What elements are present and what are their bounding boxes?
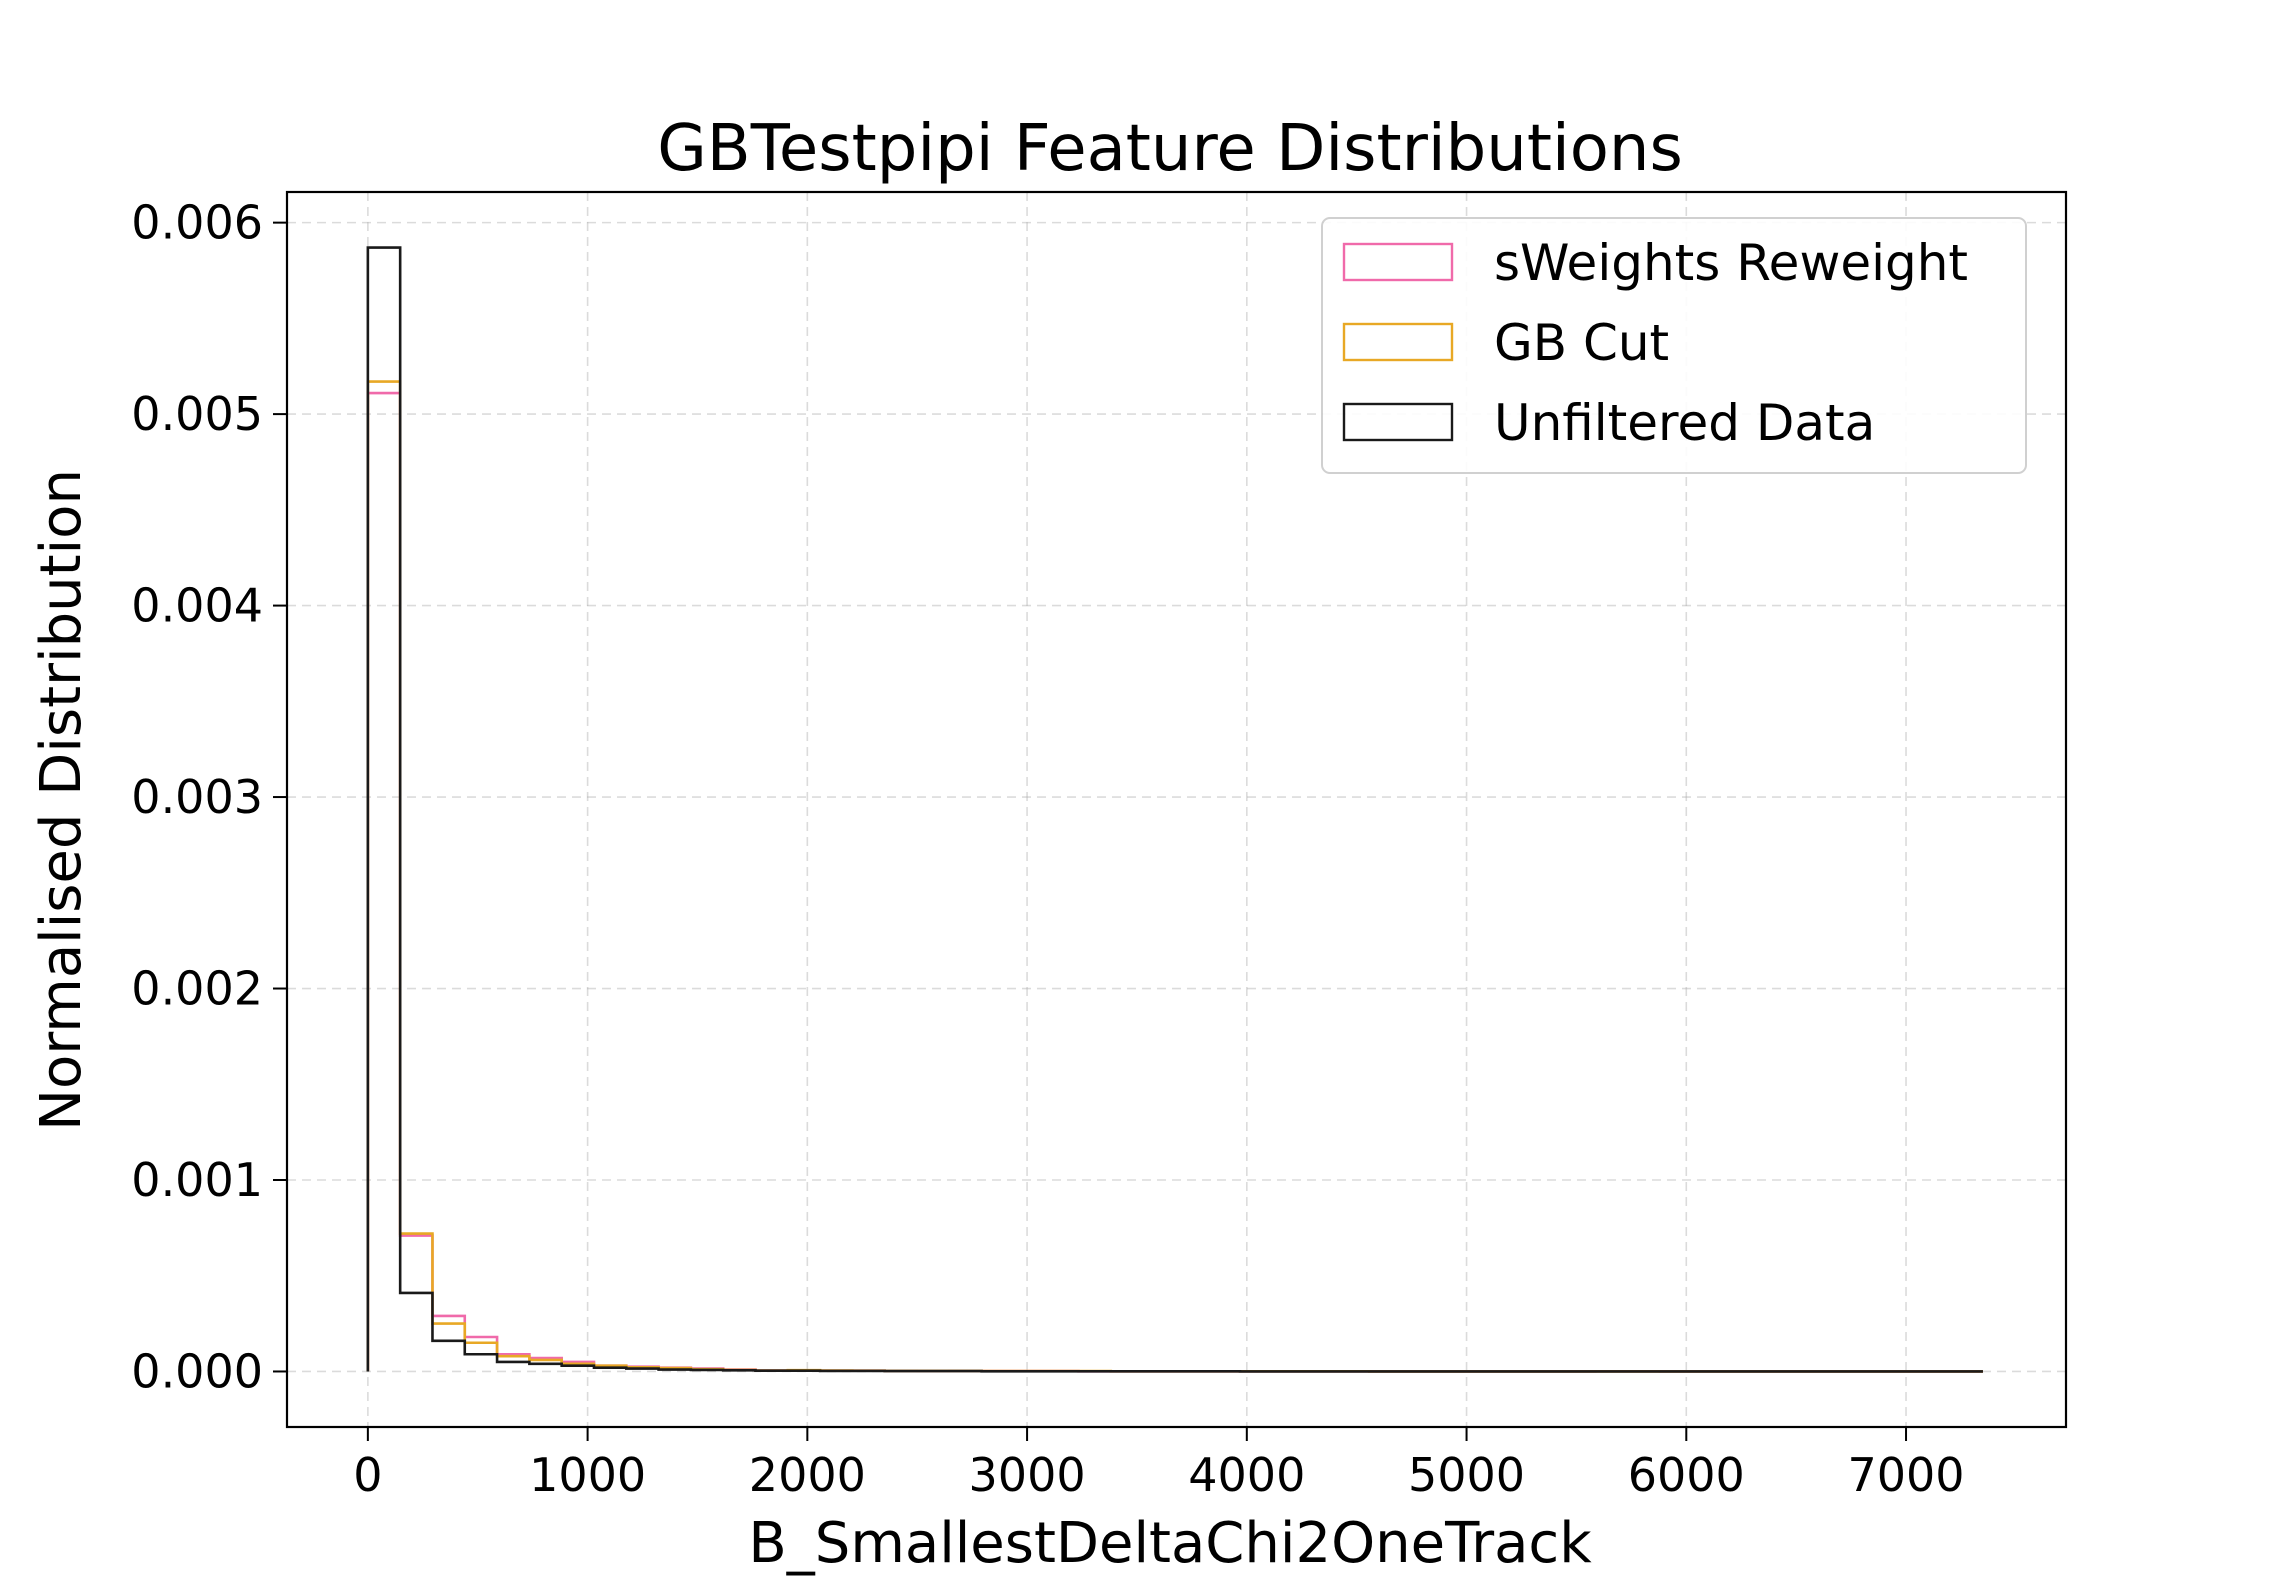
legend-swatch	[1342, 242, 1454, 282]
y-tick-label: 0.005	[131, 387, 263, 441]
legend-swatch	[1342, 322, 1454, 362]
y-tick-label: 0.004	[131, 579, 263, 633]
y-tick-label: 0.000	[131, 1344, 263, 1398]
legend-entry-label: Unfiltered Data	[1494, 394, 1875, 452]
x-tick-label: 7000	[1847, 1448, 1964, 1502]
x-tick-label: 5000	[1408, 1448, 1525, 1502]
y-tick-label: 0.002	[131, 962, 263, 1016]
y-axis-label: Normalised Distribution	[29, 469, 94, 1131]
x-tick-label: 2000	[749, 1448, 866, 1502]
grid-lines	[287, 192, 2066, 1427]
legend-entry-label: GB Cut	[1494, 314, 1669, 372]
x-axis-label: B_SmallestDeltaChi2OneTrack	[748, 1511, 1592, 1576]
y-tick-label: 0.003	[131, 770, 263, 824]
series-unfiltered-data-step	[366, 246, 1983, 1373]
histogram-series	[366, 246, 1983, 1373]
legend: sWeights Reweight GB Cut Unfiltered Data	[1321, 217, 2027, 474]
legend-swatch	[1342, 402, 1454, 442]
x-axis-ticks: 0 1000 2000 3000 4000 5000 6000 7000	[353, 1427, 1965, 1502]
legend-entry-label: sWeights Reweight	[1494, 234, 1968, 292]
y-tick-label: 0.001	[131, 1153, 263, 1207]
plot-frame	[285, 190, 2068, 1429]
chart-title: GBTestpipi Feature Distributions	[657, 112, 1683, 186]
y-tick-label: 0.006	[131, 196, 263, 250]
x-tick-label: 3000	[969, 1448, 1086, 1502]
x-tick-label: 4000	[1188, 1448, 1305, 1502]
y-axis-ticks: 0.000 0.001 0.002 0.003 0.004 0.005 0.006	[131, 196, 287, 1398]
x-tick-label: 1000	[529, 1448, 646, 1502]
x-tick-label: 6000	[1628, 1448, 1745, 1502]
series-sweights-reweight-step	[366, 391, 1983, 1373]
series-gb-cut-step	[366, 380, 1983, 1373]
legend-frame	[1321, 217, 2027, 474]
x-tick-label: 0	[353, 1448, 382, 1502]
